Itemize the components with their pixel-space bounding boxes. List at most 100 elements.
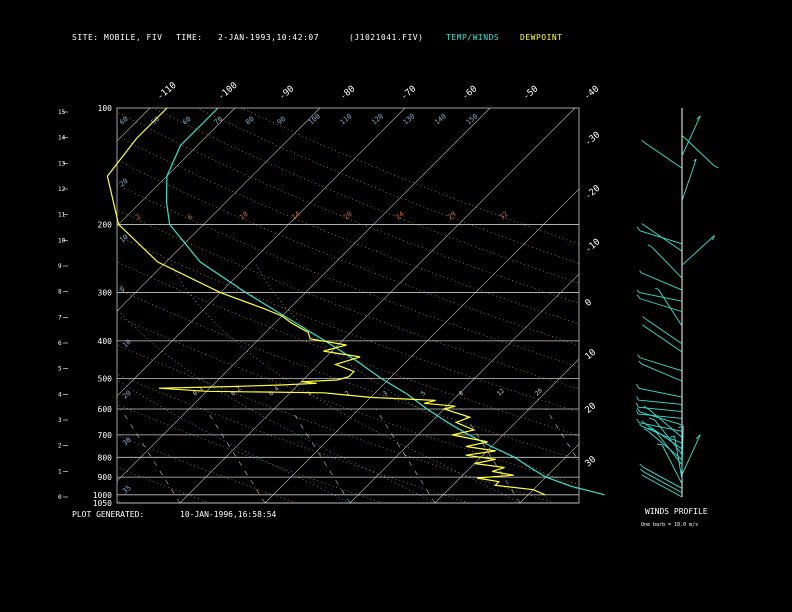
header-site-value: MOBILE, FIV — [104, 33, 163, 42]
isotherm-label: 110 — [339, 112, 354, 126]
pressure-tick-label: 300 — [98, 289, 113, 298]
wind-shaft — [639, 357, 683, 372]
isotherm-line — [605, 108, 792, 503]
height-tick-label: 4 — [58, 391, 62, 398]
wind-barb — [636, 407, 641, 413]
dry-adiabat-label: 10 — [118, 233, 130, 245]
height-tick-label: 9 — [58, 263, 62, 270]
mixing-ratio-line — [545, 408, 579, 463]
winds-profile-title: WINDS PROFILE — [645, 507, 708, 516]
footer-generated-label: PLOT GENERATED: — [72, 510, 145, 519]
isotherm-line — [434, 358, 579, 503]
wind-shaft — [641, 272, 683, 291]
wind-barb — [713, 165, 719, 169]
dry-adiabat-label: 0 — [118, 285, 126, 294]
height-tick-label: 3 — [58, 417, 62, 424]
dry-adiabat — [117, 316, 579, 485]
mixing-ratio-label: 10 — [238, 210, 250, 222]
top-tick-label: -90 — [278, 84, 297, 102]
dry-adiabat — [117, 466, 211, 503]
wind-barb — [643, 428, 649, 432]
mixing-bottom-label: 8 — [458, 390, 466, 398]
wind-barb — [635, 383, 640, 389]
wind-shaft — [638, 406, 683, 413]
dry-adiabat — [117, 403, 383, 503]
dewpoint-line — [106, 107, 546, 496]
wind-shaft — [681, 425, 684, 470]
isotherm-line — [690, 108, 792, 503]
dry-adiabat — [117, 159, 579, 346]
wind-barb — [639, 463, 644, 468]
height-tick-label: 0 — [58, 494, 62, 501]
temperature-line — [165, 107, 605, 496]
right-tick-label: 10 — [584, 348, 599, 363]
top-tick-label: -40 — [583, 84, 602, 102]
wind-barb — [695, 434, 701, 440]
top-tick-label: -110 — [156, 81, 179, 103]
isotherm-label: 70 — [213, 115, 225, 127]
dry-adiabat — [240, 108, 579, 245]
footer-generated-value: 10-JAN-1996,16:58:54 — [180, 510, 277, 519]
header-time-label: TIME: — [176, 33, 203, 42]
height-tick-label: 1 — [58, 468, 62, 475]
isotherm-label: 50 — [150, 115, 162, 127]
isotherm-line — [117, 108, 491, 482]
height-tick-label: 12 — [58, 186, 66, 193]
top-tick-label: -60 — [461, 84, 480, 102]
wind-shaft — [645, 326, 683, 353]
legend-dewpoint: DEWPOINT — [520, 33, 563, 42]
mixing-bottom-label: 2 — [344, 390, 352, 398]
mixing-bottom-label: 0.4 — [268, 385, 281, 398]
wind-barb — [640, 468, 644, 473]
wind-barb — [678, 425, 684, 429]
wind-shaft — [638, 422, 683, 432]
isotherm-line — [117, 108, 321, 312]
isotherm-label: 100 — [307, 112, 322, 126]
wind-shaft — [651, 246, 683, 279]
wind-shaft — [648, 430, 683, 461]
wind-barb — [696, 115, 701, 120]
mixing-ratio-label: 2 — [134, 213, 142, 222]
pressure-tick-label: 1000 — [93, 491, 112, 500]
isotherm-line — [117, 108, 406, 397]
isotherm-label: 90 — [276, 115, 288, 127]
wind-barb — [647, 244, 652, 247]
wind-barb — [670, 435, 675, 438]
header-file: (J1021041.FIV) — [349, 33, 424, 42]
dry-adiabat-label: 20 — [118, 177, 130, 189]
left-adiabat-label: 35 — [121, 484, 133, 496]
wind-shaft — [639, 298, 683, 313]
right-tick-label: 0 — [584, 298, 595, 309]
height-tick-label: 7 — [58, 314, 62, 321]
winds-profile-note: One barb = 10.0 m/s — [641, 522, 699, 528]
mixing-bottom-label: 3 — [382, 390, 390, 398]
left-adiabat-label: 10 — [121, 338, 133, 350]
isotherm-label: 130 — [402, 112, 417, 126]
moist-adiabat — [169, 261, 521, 503]
header-time-value: 2-JAN-1993,10:42:07 — [218, 33, 320, 42]
mixing-ratio-label: 6 — [186, 213, 194, 222]
height-tick-label: 10 — [58, 237, 66, 244]
top-tick-label: -50 — [522, 84, 541, 102]
wind-barb — [635, 402, 639, 408]
wind-shaft — [639, 230, 683, 245]
wind-shaft — [641, 425, 683, 444]
pressure-tick-label: 800 — [98, 453, 113, 462]
wind-shaft — [645, 318, 683, 345]
pressure-tick-label: 500 — [98, 374, 113, 383]
pressure-tick-label: 900 — [98, 473, 113, 482]
legend-temp: TEMP/WINDS — [446, 33, 500, 42]
wind-barb — [636, 396, 639, 401]
wind-shaft — [643, 466, 683, 489]
wind-shaft — [681, 135, 715, 166]
isotherm-line — [264, 188, 579, 503]
mixing-ratio-line — [375, 408, 436, 503]
height-tick-label: 11 — [58, 212, 66, 219]
isotherm-label: 60 — [181, 115, 193, 127]
mixing-bottom-label: 12 — [496, 387, 506, 397]
mixing-ratio-label: 14 — [290, 210, 302, 222]
wind-barb — [636, 410, 639, 415]
wind-barb — [636, 294, 641, 299]
mixing-ratio-line — [36, 409, 95, 503]
wind-barb — [641, 140, 646, 144]
